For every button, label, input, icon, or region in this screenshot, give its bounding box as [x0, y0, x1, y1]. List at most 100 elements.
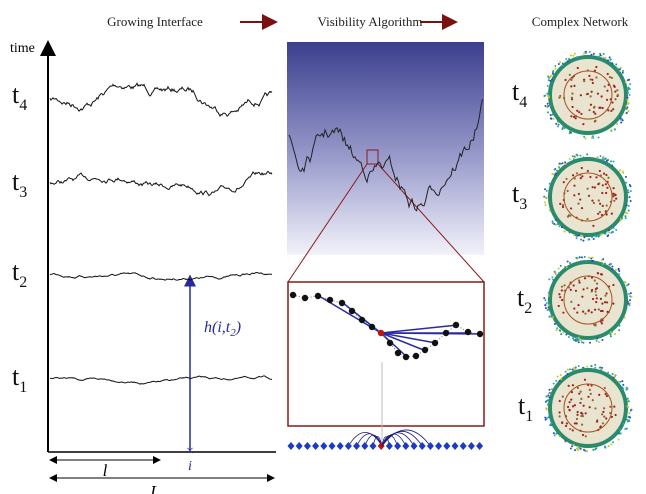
- network-node: [605, 447, 607, 449]
- network-node: [613, 200, 615, 202]
- network-node: [581, 167, 583, 169]
- network-node: [559, 415, 561, 417]
- network-node: [578, 339, 580, 341]
- network-node: [629, 83, 631, 85]
- network-node: [575, 338, 577, 340]
- network-node: [605, 417, 607, 419]
- network-node: [614, 90, 616, 92]
- network-node: [570, 399, 572, 401]
- network-node: [622, 170, 624, 172]
- network-node: [571, 97, 573, 99]
- axis-label: time: [10, 41, 35, 56]
- network-node: [626, 387, 628, 389]
- network-node: [580, 260, 582, 262]
- network-node: [628, 79, 630, 81]
- node: [288, 442, 295, 450]
- network-node: [615, 229, 617, 231]
- network-node: [547, 75, 549, 77]
- network-node: [546, 190, 548, 192]
- network-node: [553, 432, 555, 434]
- network-node: [581, 296, 583, 298]
- time-subscript: 1: [525, 408, 533, 425]
- network-node: [548, 316, 550, 318]
- network-node: [609, 76, 611, 78]
- network-node: [583, 405, 585, 407]
- network-node: [602, 411, 604, 413]
- network-node: [555, 433, 557, 435]
- network-node: [598, 394, 600, 396]
- network-node: [556, 329, 558, 331]
- network-node: [576, 172, 578, 174]
- network-node: [573, 116, 575, 118]
- network-node: [625, 81, 627, 83]
- network-node: [573, 194, 575, 196]
- network-node: [569, 131, 571, 133]
- network-node: [573, 158, 575, 160]
- network-node: [628, 400, 630, 402]
- network-node: [627, 86, 629, 88]
- network-node: [629, 88, 631, 90]
- network-node: [568, 385, 570, 387]
- node: [345, 442, 352, 450]
- network-node: [578, 279, 580, 281]
- network-node: [592, 449, 594, 451]
- network-node: [599, 170, 601, 172]
- network-node: [549, 310, 551, 312]
- network-node: [602, 159, 604, 161]
- network-node: [594, 309, 596, 311]
- network-node: [601, 233, 603, 235]
- network-node: [547, 306, 549, 308]
- network-node: [601, 322, 603, 324]
- network-node: [628, 210, 630, 212]
- network-node: [616, 123, 618, 125]
- network-node: [579, 198, 581, 200]
- network-node: [622, 72, 624, 74]
- network-node: [581, 207, 583, 209]
- window-label: l: [103, 461, 108, 480]
- network-node: [546, 302, 548, 304]
- network-node: [604, 85, 606, 87]
- network-node: [629, 94, 631, 96]
- network-node: [558, 63, 560, 65]
- network-node: [543, 95, 545, 97]
- network-node: [543, 196, 545, 198]
- network-node: [605, 192, 607, 194]
- network-node: [543, 297, 545, 299]
- network-node: [595, 288, 597, 290]
- network-node: [569, 428, 571, 430]
- network-node: [572, 337, 574, 339]
- network-node: [604, 387, 606, 389]
- network-node: [548, 416, 550, 418]
- network-node: [549, 209, 551, 211]
- network-node: [629, 304, 631, 306]
- network-node: [597, 272, 599, 274]
- network-node: [603, 415, 605, 417]
- network-node: [571, 92, 573, 94]
- network-node: [595, 294, 597, 296]
- network-node: [562, 312, 564, 314]
- network-node: [596, 297, 598, 299]
- network-node: [573, 307, 575, 309]
- network-node: [568, 214, 570, 216]
- time-subscript: 1: [19, 379, 27, 396]
- network-node: [580, 339, 582, 341]
- network-node: [574, 53, 576, 55]
- network-node: [586, 366, 588, 368]
- network-node: [555, 173, 557, 175]
- network-node: [576, 56, 578, 58]
- network-node: [560, 163, 562, 165]
- network-node: [558, 411, 560, 413]
- network-node: [595, 447, 597, 449]
- arc: [382, 434, 406, 446]
- network-node: [588, 109, 590, 111]
- network-node: [610, 332, 612, 334]
- network-node: [603, 53, 605, 55]
- network-node: [553, 173, 555, 175]
- network-node: [556, 170, 558, 172]
- network-node: [626, 418, 628, 420]
- network-node: [581, 256, 583, 258]
- network-node: [547, 111, 549, 113]
- network-node: [624, 281, 626, 283]
- network-node: [606, 213, 608, 215]
- network-node: [579, 256, 581, 258]
